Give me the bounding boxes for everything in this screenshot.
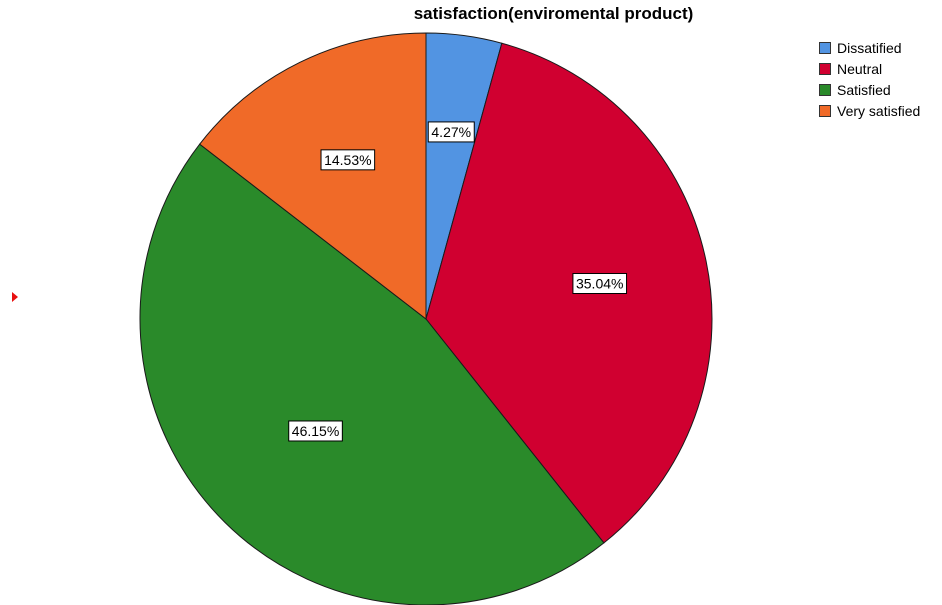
legend-label: Dissatified <box>837 39 902 56</box>
data-label-text: 46.15% <box>292 423 339 439</box>
data-label-very-satisfied: 14.53% <box>320 149 376 171</box>
data-label-satisfied: 46.15% <box>288 420 343 442</box>
pie-slices <box>139 32 713 605</box>
pie-slice-neutral <box>425 42 713 544</box>
legend-label: Neutral <box>837 60 883 77</box>
pie-slice-satisfied <box>139 143 605 605</box>
legend-swatch <box>819 62 831 75</box>
pie-slice-very-satisfied <box>198 32 427 321</box>
chart-title: satisfaction(enviromental product) <box>413 4 694 23</box>
data-label-box <box>288 420 343 442</box>
data-label-box <box>320 149 376 171</box>
legend-item-dissatified: Dissatified <box>819 37 920 58</box>
legend: Dissatified Neutral Satisfied Very satisfie… <box>819 37 920 121</box>
legend-swatch <box>819 83 831 96</box>
data-label-text: 14.53% <box>324 152 371 168</box>
data-label-dissatified: 4.27% <box>427 121 475 143</box>
data-label-neutral: 35.04% <box>572 273 628 295</box>
legend-item-very-satisfied: Very satisfied <box>819 100 920 121</box>
legend-label: Satisfied <box>837 81 891 98</box>
legend-item-neutral: Neutral <box>819 58 920 79</box>
legend-swatch <box>819 41 831 54</box>
legend-swatch <box>819 104 831 117</box>
pie-data-labels: 4.27% 35.04% 46.15% 14.53% <box>288 121 628 442</box>
legend-item-satisfied: Satisfied <box>819 79 920 100</box>
data-label-text: 4.27% <box>431 124 471 140</box>
legend-label: Very satisfied <box>837 102 921 119</box>
selection-marker-icon[interactable] <box>12 292 18 302</box>
data-label-box <box>572 273 628 295</box>
data-label-text: 35.04% <box>576 276 623 292</box>
data-label-box <box>427 121 475 143</box>
